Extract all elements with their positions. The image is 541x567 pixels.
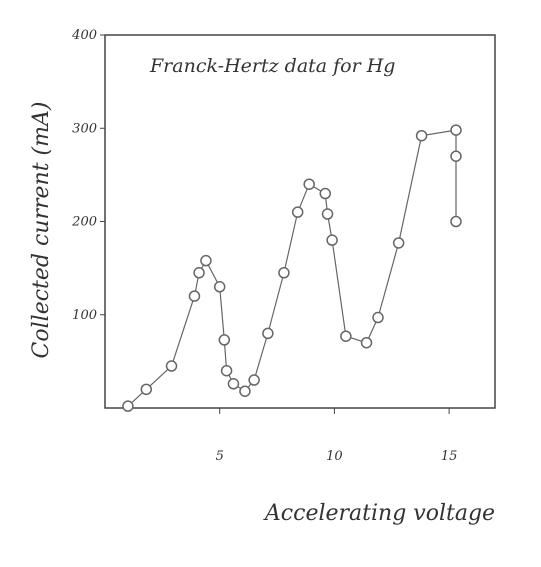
data-point [219,335,229,345]
data-point [215,282,225,292]
data-point [362,338,372,348]
data-point [249,375,259,385]
data-line [128,130,456,406]
data-point [394,238,404,248]
data-point [327,235,337,245]
data-point [279,268,289,278]
chart-title: Franck-Hertz data for Hg [149,55,395,77]
y-tick-label: 200 [71,215,97,230]
data-point [123,401,133,411]
y-axis-label: Collected current (mA) [29,102,54,359]
data-point [451,151,461,161]
data-point [240,386,250,396]
x-tick-label: 10 [326,449,343,464]
data-point [373,313,383,323]
data-point [141,384,151,394]
data-point [228,379,238,389]
data-point [323,209,333,219]
y-tick-label: 400 [71,28,97,43]
plot-frame [105,35,495,408]
x-tick-label: 5 [216,449,224,464]
data-point [263,328,273,338]
data-point [417,131,427,141]
y-tick-label: 300 [72,121,97,136]
data-point [451,125,461,135]
data-point [201,256,211,266]
data-point [167,361,177,371]
data-point [304,179,314,189]
data-point [341,331,351,341]
data-point [451,217,461,227]
data-point [189,291,199,301]
data-point [222,366,232,376]
data-point [320,189,330,199]
x-axis-label: Accelerating voltage [263,501,495,526]
data-point [293,207,303,217]
data-point [194,268,204,278]
y-tick-label: 100 [72,308,97,323]
x-tick-label: 15 [441,449,458,464]
chart: Franck-Hertz data for Hg Accelerating vo… [0,0,541,563]
